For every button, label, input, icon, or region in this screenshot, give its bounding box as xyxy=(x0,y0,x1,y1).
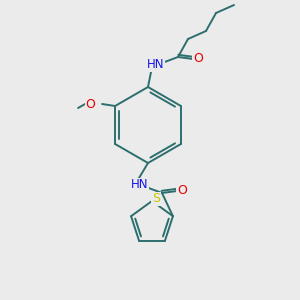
Text: HN: HN xyxy=(131,178,149,191)
Text: O: O xyxy=(177,184,187,197)
Text: S: S xyxy=(152,193,160,206)
Text: HN: HN xyxy=(147,58,165,71)
Text: O: O xyxy=(193,52,203,65)
Text: O: O xyxy=(85,98,95,110)
